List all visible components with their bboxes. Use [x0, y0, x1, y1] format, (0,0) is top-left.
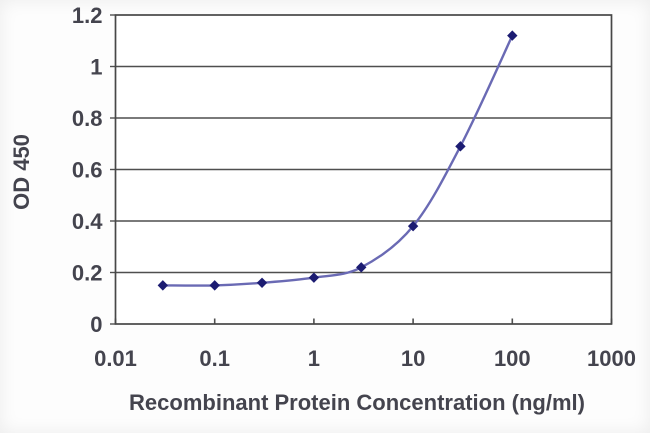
- x-axis-title: Recombinant Protein Concentration (ng/ml…: [129, 390, 585, 415]
- y-tick-label: 1.2: [72, 3, 103, 28]
- x-tick-label: 100: [494, 346, 531, 371]
- y-tick-label: 0.6: [72, 158, 103, 183]
- data-point-marker: [356, 262, 367, 273]
- data-point-marker: [407, 220, 419, 232]
- data-point-marker: [157, 280, 169, 291]
- y-tick-label: 0.4: [72, 209, 103, 234]
- data-point-marker: [256, 277, 268, 288]
- x-tick-label: 10: [401, 346, 425, 371]
- data-point-marker: [209, 280, 220, 291]
- x-tick-label: 0.01: [94, 346, 137, 371]
- chart-generated-layer: 0 0.2 0.4 0.6 0.8 1 1.2 0.01 0.1 1 10 100 1000: [72, 3, 636, 371]
- y-axis-title: OD 450: [9, 134, 34, 210]
- plot-border: [114, 14, 613, 325]
- y-tick-label: 1: [90, 55, 102, 80]
- data-point-marker: [507, 30, 518, 41]
- data-point-marker: [308, 272, 320, 283]
- x-tick-label: 0.1: [199, 346, 230, 371]
- y-tick-label: 0.8: [72, 106, 103, 131]
- x-tick-label: 1000: [587, 346, 636, 371]
- data-point-marker: [455, 141, 466, 152]
- y-tick-label: 0.2: [72, 261, 103, 286]
- y-tick-label: 0: [90, 312, 102, 337]
- x-tick-label: 1: [308, 346, 320, 371]
